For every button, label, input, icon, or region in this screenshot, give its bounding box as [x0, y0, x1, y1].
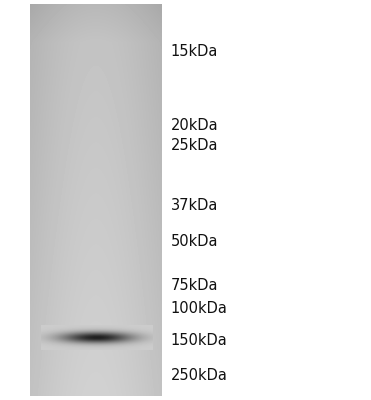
Text: 250kDa: 250kDa	[171, 368, 227, 383]
Text: 75kDa: 75kDa	[171, 278, 218, 293]
Text: 15kDa: 15kDa	[171, 44, 218, 59]
Text: 37kDa: 37kDa	[171, 198, 218, 213]
Text: 150kDa: 150kDa	[171, 333, 227, 348]
Text: 25kDa: 25kDa	[171, 138, 218, 154]
Text: 20kDa: 20kDa	[171, 118, 218, 134]
Text: 50kDa: 50kDa	[171, 234, 218, 250]
Text: 100kDa: 100kDa	[171, 301, 227, 316]
